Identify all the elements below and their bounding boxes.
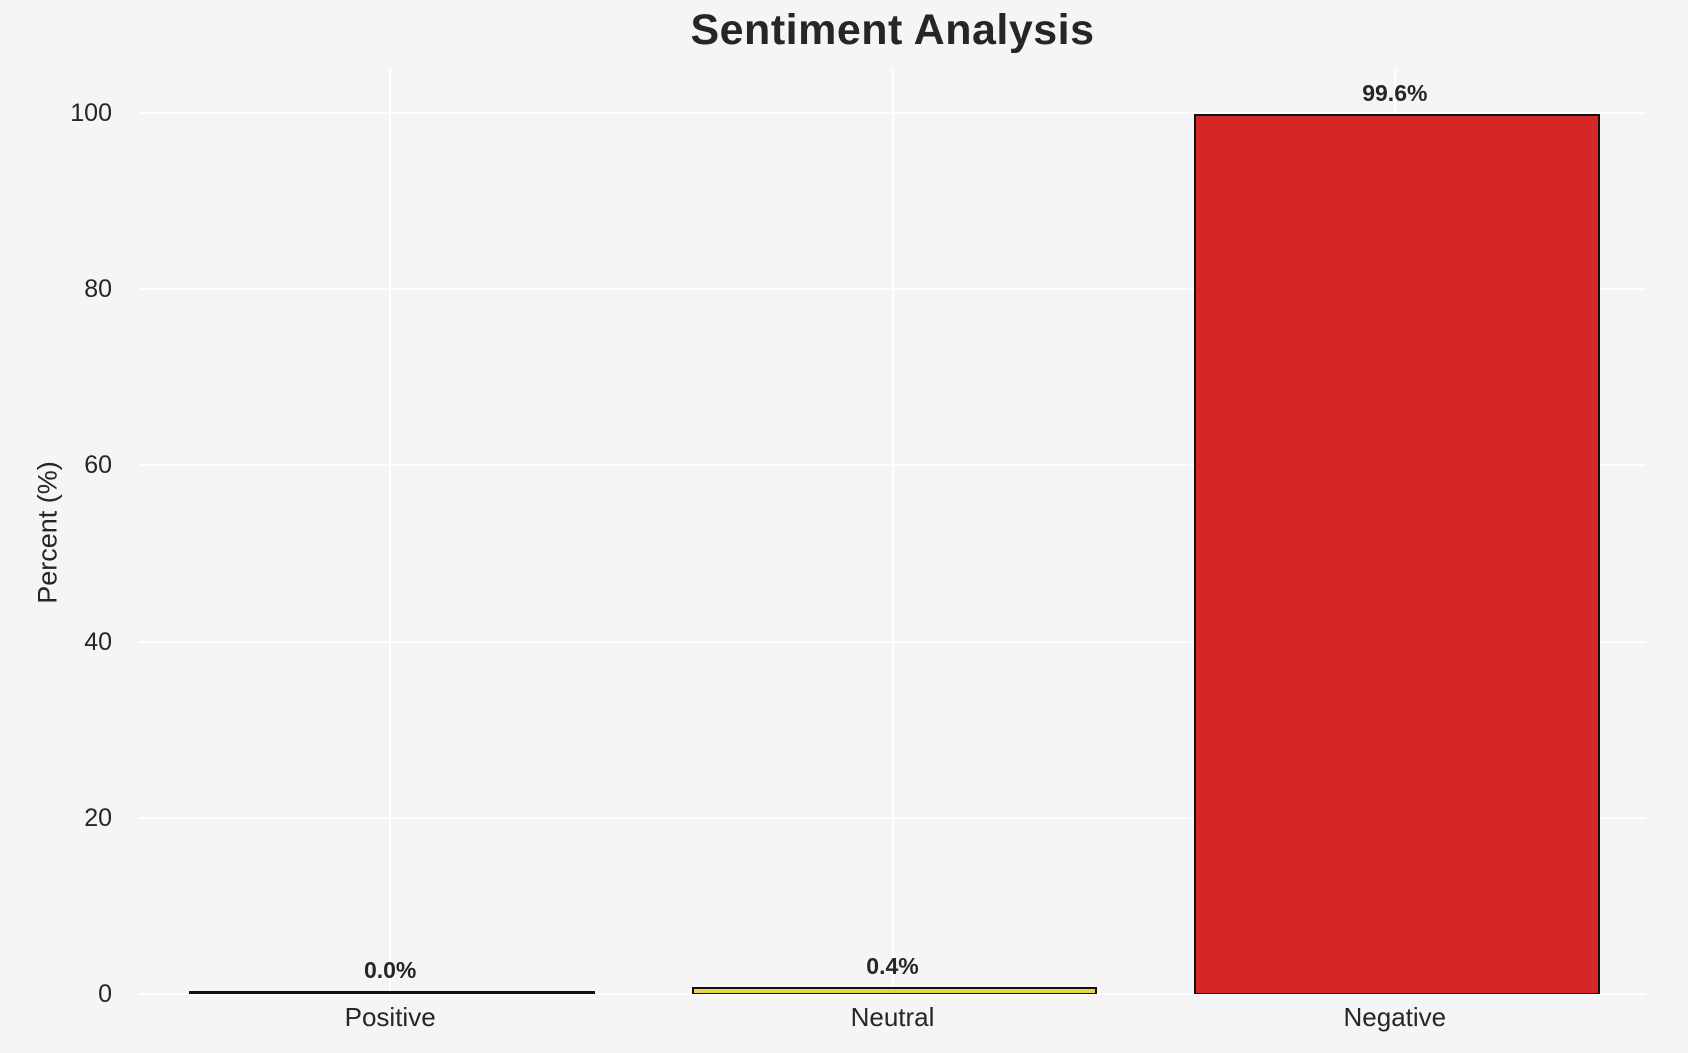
- gridline-v-neutral: [891, 69, 894, 994]
- y-tick-label-100: 100: [70, 99, 112, 128]
- category-label-negative: Negative: [1343, 1002, 1447, 1032]
- chart-title: Sentiment Analysis: [690, 6, 1095, 54]
- y-tick-label-60: 60: [84, 451, 112, 480]
- category-label-neutral: Neutral: [850, 1002, 935, 1032]
- y-tick-label-40: 40: [84, 627, 112, 656]
- y-tick-label-0: 0: [98, 980, 112, 1008]
- value-label-negative: 99.6%: [1362, 79, 1428, 106]
- gridline-h-0: [139, 993, 1646, 995]
- y-tick-label-20: 20: [84, 803, 112, 832]
- plot-area: 0.0% 0.4% 99.6%: [139, 69, 1646, 995]
- bar-negative: [1193, 113, 1600, 994]
- value-label-neutral: 0.4%: [866, 953, 919, 980]
- bar-neutral: [691, 987, 1098, 994]
- y-tick-label-80: 80: [84, 275, 112, 304]
- bar-positive: [189, 991, 596, 994]
- value-label-positive: 0.0%: [363, 957, 417, 983]
- gridline-v-positive: [389, 69, 392, 994]
- category-label-positive: Positive: [344, 1002, 436, 1032]
